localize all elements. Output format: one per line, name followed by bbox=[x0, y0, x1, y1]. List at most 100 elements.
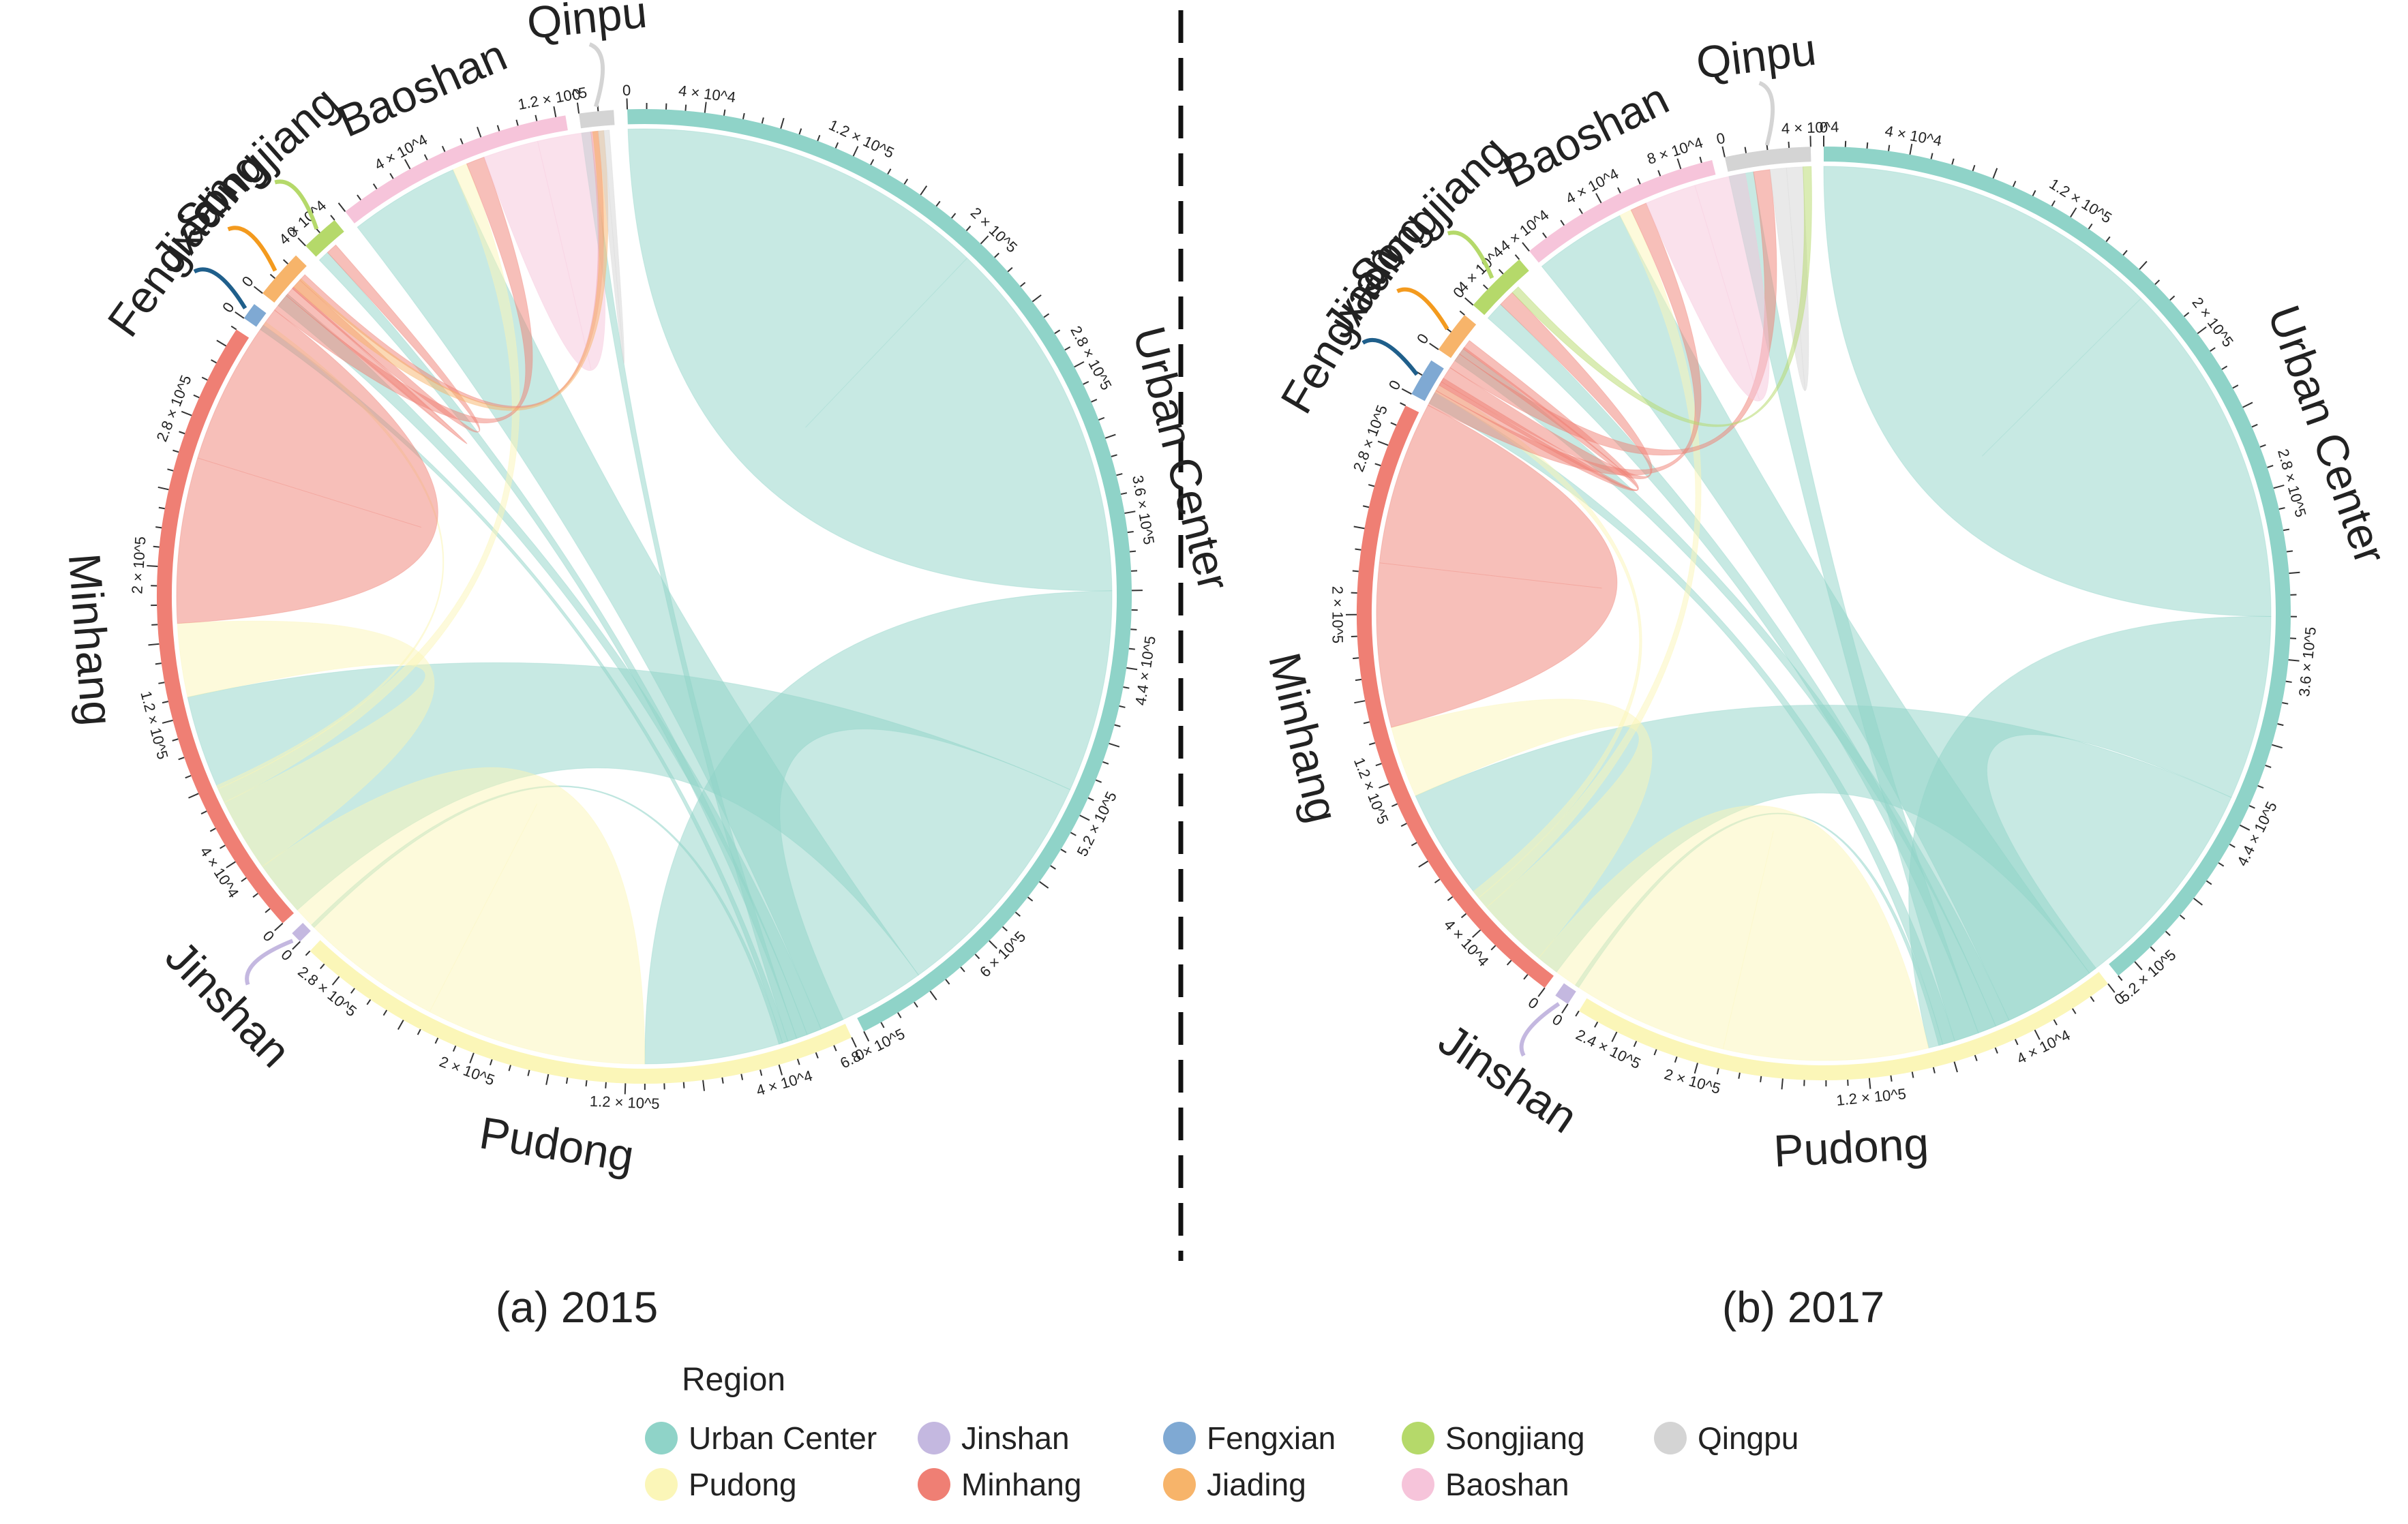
axis-tick bbox=[292, 941, 301, 950]
axis-tick bbox=[920, 185, 928, 196]
axis-tick bbox=[181, 410, 192, 416]
legend-swatch bbox=[1654, 1422, 1687, 1454]
axis-tick bbox=[1401, 388, 1412, 395]
axis-tick bbox=[1788, 141, 1790, 148]
axis-tick bbox=[1020, 281, 1026, 287]
axis-tick bbox=[1932, 1067, 1936, 1073]
tick-label: 4.4 × 10^5 bbox=[1132, 635, 1159, 706]
legend-item-pudong: Pudong bbox=[645, 1467, 797, 1502]
axis-tick bbox=[200, 810, 207, 814]
axis-tick bbox=[965, 226, 972, 232]
axis-tick bbox=[2240, 824, 2251, 831]
axis-tick bbox=[1716, 1068, 1719, 1075]
axis-tick bbox=[1972, 164, 1976, 172]
axis-tick bbox=[880, 1022, 885, 1028]
axis-tick bbox=[1930, 153, 1933, 159]
axis-tick bbox=[1123, 686, 1130, 689]
axis-tick bbox=[1674, 1056, 1678, 1063]
axis-tick bbox=[167, 468, 174, 472]
axis-tick bbox=[1994, 1047, 1998, 1054]
axis-tick bbox=[2267, 465, 2274, 468]
axis-tick bbox=[1368, 742, 1376, 746]
axis-tick bbox=[201, 376, 208, 381]
sector-label-minhang: Minhang bbox=[59, 551, 123, 727]
axis-tick bbox=[1992, 168, 1998, 179]
sector-arc-songjiang bbox=[305, 219, 344, 257]
axis-tick bbox=[535, 115, 538, 121]
axis-tick bbox=[1390, 422, 1397, 426]
axis-tick bbox=[188, 793, 199, 799]
axis-tick bbox=[230, 325, 237, 331]
tick-label: 4 × 10^4 bbox=[754, 1067, 814, 1099]
axis-tick bbox=[1379, 783, 1389, 789]
label-connector-fengxian bbox=[1361, 337, 1419, 376]
axis-tick bbox=[1637, 178, 1641, 185]
tick-label: 0 bbox=[1525, 994, 1542, 1012]
legend-label: Pudong bbox=[689, 1467, 797, 1502]
axis-tick bbox=[2053, 1019, 2058, 1026]
axis-tick bbox=[1083, 380, 1089, 385]
axis-tick bbox=[1129, 550, 1137, 553]
legend-item-jinshan: Jinshan bbox=[918, 1420, 1070, 1456]
axis-tick bbox=[2118, 975, 2123, 981]
ribbon-pudong-to-minhang bbox=[1391, 699, 1653, 959]
axis-tick bbox=[158, 506, 165, 510]
axis-tick bbox=[723, 109, 726, 116]
axis-tick bbox=[2150, 946, 2156, 952]
ribbon-qingpu-to-qingpu bbox=[597, 129, 625, 364]
legend-title: Region bbox=[682, 1362, 785, 1398]
axis-tick bbox=[1514, 254, 1520, 260]
axis-tick bbox=[1447, 896, 1454, 902]
legend-item-jiading: Jiading bbox=[1163, 1467, 1306, 1502]
axis-tick bbox=[253, 286, 263, 294]
sector-arc-pudong bbox=[310, 940, 852, 1084]
axis-tick bbox=[2107, 983, 2116, 993]
sector-arc-songjiang bbox=[1473, 259, 1529, 316]
axis-tick bbox=[1363, 721, 1370, 725]
axis-tick bbox=[1464, 297, 1474, 306]
ribbon-pudong-to-baoshan bbox=[217, 163, 520, 804]
tick-label: 8 × 10^4 bbox=[1645, 134, 1705, 168]
axis-tick bbox=[1953, 1061, 1958, 1073]
axis-tick bbox=[1064, 346, 1071, 351]
ribbon-urban-to-baoshan bbox=[357, 169, 920, 1030]
axis-tick bbox=[1490, 945, 1496, 951]
ribbon-urban-to-qingpu bbox=[1728, 171, 1979, 1041]
axis-tick bbox=[209, 827, 216, 832]
axis-tick bbox=[1459, 310, 1465, 316]
legend-swatch bbox=[918, 1422, 950, 1454]
tick-label: 3.6 × 10^5 bbox=[1129, 474, 1158, 546]
legend-swatch bbox=[1402, 1468, 1434, 1501]
axis-tick bbox=[778, 1064, 783, 1076]
sector-arc-jiading bbox=[262, 255, 307, 303]
axis-tick bbox=[1111, 454, 1117, 457]
sector-arc-minhang bbox=[1357, 406, 1554, 988]
axis-tick bbox=[980, 235, 989, 245]
axis-tick bbox=[815, 1052, 819, 1059]
axis-tick bbox=[989, 940, 997, 949]
axis-tick bbox=[2229, 843, 2236, 848]
axis-tick bbox=[1721, 146, 1726, 157]
sector-arc-fengxian bbox=[243, 304, 267, 327]
axis-tick bbox=[1578, 208, 1583, 215]
ribbon-songjiang-to-qingpu bbox=[1511, 166, 1812, 427]
axis-tick bbox=[1114, 724, 1121, 727]
axis-tick bbox=[460, 138, 464, 144]
axis-tick bbox=[1120, 492, 1128, 496]
axis-tick bbox=[172, 738, 179, 742]
sector-arc-baoshan bbox=[345, 115, 568, 224]
axis-tick bbox=[211, 359, 217, 364]
axis-tick bbox=[1542, 232, 1548, 239]
axis-tick bbox=[780, 117, 785, 129]
ribbon-minhang-to-fengxian bbox=[1439, 346, 1638, 491]
axis-tick bbox=[417, 1028, 421, 1035]
axis-tick bbox=[1095, 779, 1102, 783]
axis-tick bbox=[2206, 880, 2212, 885]
sector-arc-urban-center bbox=[1823, 147, 2291, 976]
label-connector-qinpu bbox=[1758, 80, 1775, 146]
label-connector-jinshan bbox=[1519, 1002, 1561, 1057]
axis-tick bbox=[1561, 1003, 1569, 1014]
axis-tick bbox=[337, 202, 346, 212]
axis-tick bbox=[798, 128, 802, 135]
